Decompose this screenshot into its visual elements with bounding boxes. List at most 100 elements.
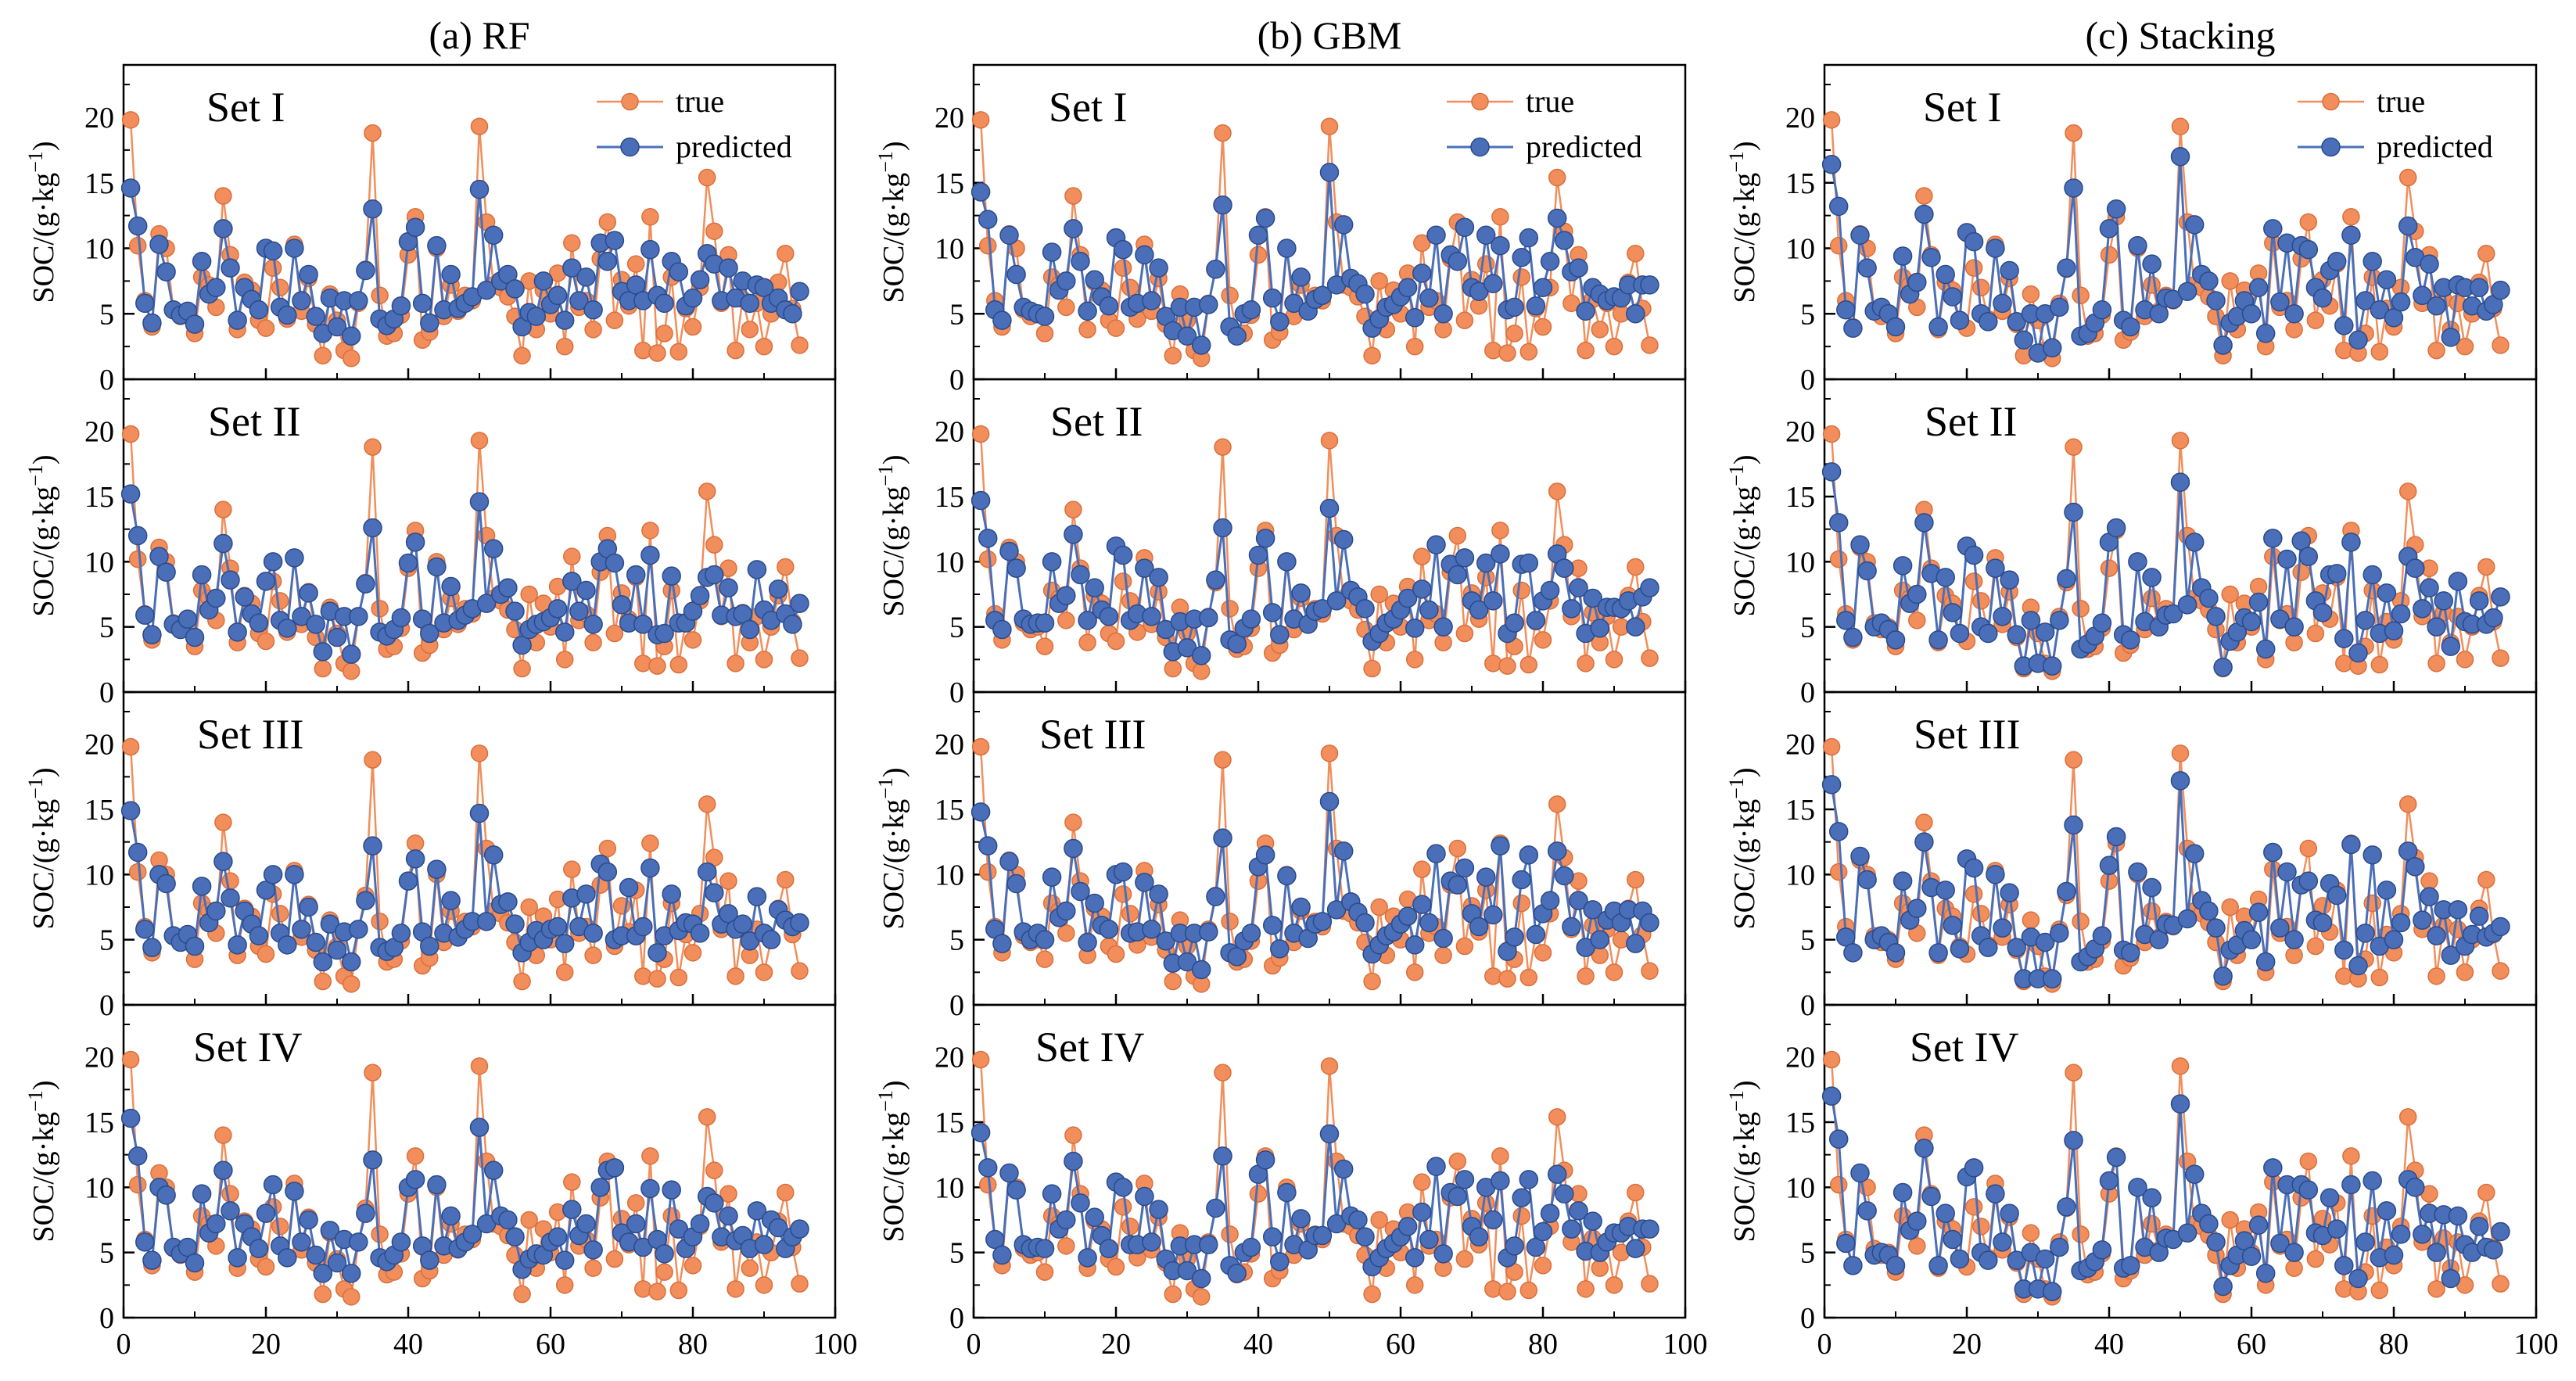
panel-1-1: 0 5 10 15 20 SOC/(g·kg−1) Set I true predicted — [24, 63, 837, 396]
predicted-point — [1583, 588, 1602, 608]
legend: true predicted — [1447, 84, 1642, 164]
predicted-point — [1426, 1157, 1446, 1176]
predicted-point — [1270, 312, 1290, 332]
true-point — [1534, 631, 1552, 649]
true-point — [555, 1276, 574, 1294]
predicted-point — [2298, 239, 2319, 260]
y-tick-label: 20 — [1785, 102, 1815, 135]
predicted-point — [2255, 324, 2276, 343]
y-tick-label: 20 — [935, 102, 964, 135]
predicted-point — [2284, 304, 2304, 324]
predicted-point — [1448, 565, 1468, 585]
predicted-point — [2177, 595, 2197, 615]
y-tick-label: 20 — [84, 102, 114, 135]
predicted-point — [1885, 630, 1906, 650]
predicted-point — [2206, 291, 2226, 310]
true-point — [1064, 813, 1082, 831]
y-axis-label-main: SOC/(g·kg — [27, 173, 60, 303]
y-axis-label: SOC/(g·kg−1) — [874, 1080, 910, 1242]
predicted-point — [2184, 1164, 2205, 1184]
predicted-point — [1035, 1239, 1055, 1258]
true-point — [1057, 924, 1075, 942]
predicted-point — [648, 943, 667, 963]
predicted-point — [2270, 1233, 2290, 1254]
predicted-point — [1907, 899, 1927, 918]
predicted-point — [349, 920, 368, 939]
true-point — [257, 632, 275, 651]
true-point — [2306, 937, 2325, 956]
y-tick-label: 0 — [949, 1302, 964, 1335]
true-point — [1057, 612, 1075, 630]
predicted-point — [2050, 297, 2069, 317]
predicted-point — [405, 217, 425, 237]
predicted-point — [1419, 600, 1439, 620]
true-point — [683, 317, 702, 336]
y-axis-label-close: ) — [1728, 1080, 1761, 1090]
predicted-point — [547, 916, 568, 937]
predicted-point — [1850, 1163, 1870, 1183]
y-tick-label: 20 — [84, 1042, 114, 1074]
predicted-point — [978, 529, 998, 548]
true-point — [1370, 898, 1388, 916]
true-point — [1320, 432, 1339, 450]
true-point — [1405, 1276, 1424, 1294]
predicted-point — [1241, 300, 1261, 320]
true-point — [2492, 962, 2510, 980]
series-predicted — [970, 163, 1659, 355]
true-point — [1915, 187, 1933, 205]
true-point — [2306, 311, 2325, 329]
predicted-point — [505, 601, 525, 621]
true-point — [342, 349, 361, 368]
true-point — [121, 111, 140, 129]
predicted-point — [597, 862, 618, 882]
predicted-point — [2092, 613, 2112, 633]
true-point — [1455, 624, 1474, 643]
predicted-point — [420, 1250, 439, 1270]
true-point — [2456, 337, 2474, 356]
predicted-point — [562, 258, 582, 278]
y-tick-label: 0 — [1800, 1302, 1815, 1335]
predicted-point — [306, 307, 325, 326]
predicted-point — [2270, 918, 2290, 938]
predicted-point — [2000, 570, 2019, 590]
true-point — [1164, 972, 1182, 991]
predicted-point — [1993, 607, 2012, 626]
true-point — [2221, 1211, 2239, 1229]
true-point — [1829, 550, 1848, 569]
y-tick-label: 10 — [935, 1171, 964, 1204]
true-point — [314, 346, 332, 365]
predicted-point — [228, 1248, 247, 1268]
predicted-point — [1348, 1210, 1368, 1230]
predicted-point — [970, 182, 991, 202]
predicted-point — [1412, 1202, 1432, 1222]
predicted-point — [441, 264, 461, 285]
true-point — [271, 1218, 289, 1236]
true-point — [1519, 655, 1538, 674]
predicted-point — [149, 547, 169, 566]
true-point — [705, 222, 723, 240]
predicted-point — [1291, 583, 1311, 603]
predicted-point — [597, 252, 618, 271]
true-point — [1057, 1237, 1075, 1255]
predicted-point — [1135, 873, 1154, 892]
predicted-point — [1064, 219, 1083, 239]
set-label: Set III — [1039, 711, 1146, 758]
predicted-point — [476, 594, 497, 613]
predicted-point — [2319, 1188, 2340, 1207]
predicted-point — [2035, 932, 2055, 952]
predicted-point — [2348, 956, 2368, 976]
true-point — [2492, 336, 2510, 354]
predicted-point — [469, 179, 490, 199]
predicted-point — [249, 1239, 269, 1258]
x-tick-label: 40 — [1243, 1328, 1273, 1361]
predicted-point — [2341, 834, 2361, 855]
true-point — [1498, 344, 1516, 362]
true-point — [791, 336, 809, 354]
predicted-point — [2206, 607, 2226, 626]
set-label: Set II — [208, 398, 300, 445]
predicted-point — [2420, 254, 2439, 274]
predicted-point — [2177, 1223, 2197, 1243]
y-tick-label: 10 — [84, 233, 114, 266]
predicted-point — [1057, 901, 1076, 921]
predicted-point — [2384, 1245, 2404, 1265]
